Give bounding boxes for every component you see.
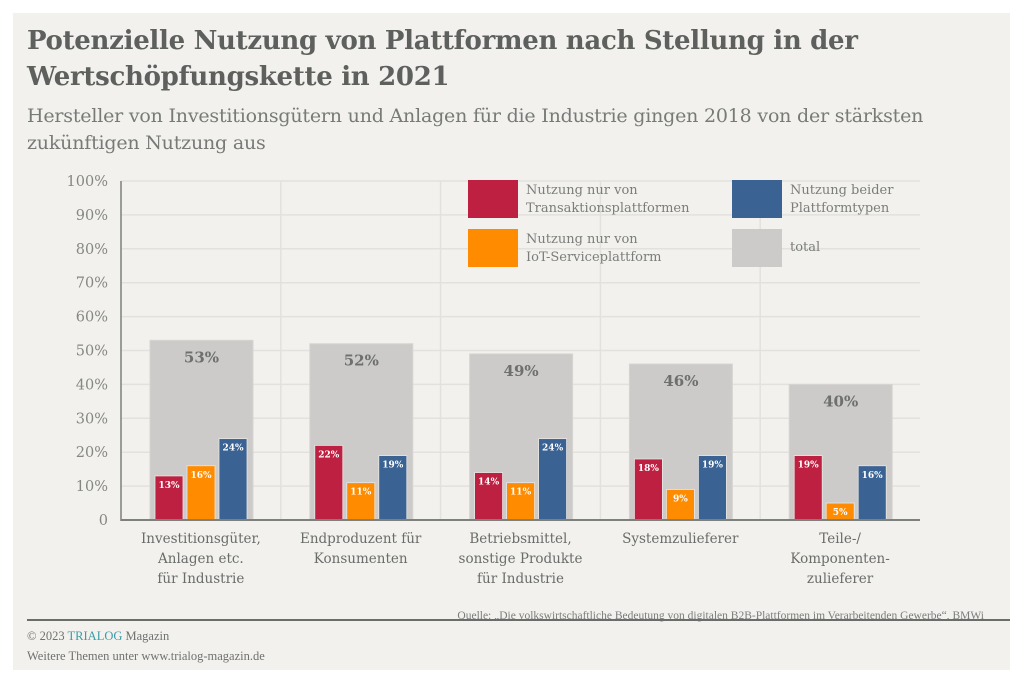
bar-beide [538, 438, 567, 521]
data-label-transaktion: 19% [798, 461, 820, 471]
x-tick-label: Teile-/ Komponenten- zulieferer [790, 531, 890, 587]
data-label-total: 52% [344, 352, 379, 370]
data-label-beide: 24% [222, 444, 244, 454]
data-label-beide: 24% [542, 444, 564, 454]
data-label-iot: 16% [190, 471, 212, 481]
footer-divider [27, 619, 1010, 621]
data-label-beide: 19% [702, 461, 724, 471]
legend-swatch [732, 180, 782, 218]
y-tick-label: 20% [76, 445, 108, 461]
legend-label: total [790, 240, 821, 255]
y-tick-label: 70% [76, 276, 108, 292]
data-label-beide: 19% [382, 461, 404, 471]
x-tick-label: Systemzulieferer [622, 531, 739, 547]
data-label-iot: 9% [673, 494, 688, 504]
footer-copyright: © 2023 TRIALOG Magazin [27, 629, 169, 644]
x-tick-label: Investitionsgüter, Anlagen etc. für Indu… [140, 531, 261, 587]
legend-label: Nutzung beider Plattformtypen [790, 183, 894, 216]
data-label-total: 53% [184, 348, 219, 366]
bar-iot [346, 482, 376, 521]
y-tick-label: 0 [99, 513, 108, 529]
copyright-text: © 2023 [27, 629, 65, 643]
bar-transaktion [314, 445, 344, 521]
brand-suffix: Magazin [125, 629, 170, 643]
bar-transaktion [634, 458, 663, 521]
legend-item-transaktion: Nutzung nur von Transaktionsplattformen [468, 180, 689, 218]
legend-label: Nutzung nur von IoT-Serviceplattform [526, 232, 662, 265]
y-tick-label: 60% [76, 310, 108, 326]
legend-swatch [468, 180, 518, 218]
chart-title: Potenzielle Nutzung von Plattformen nach… [27, 26, 858, 92]
y-tick-label: 50% [76, 344, 108, 360]
data-label-transaktion: 14% [478, 478, 500, 488]
y-tick-label: 40% [76, 377, 108, 393]
data-label-transaktion: 13% [158, 481, 180, 491]
bar-iot [506, 482, 536, 521]
legend-item-beide: Nutzung beider Plattformtypen [732, 180, 893, 218]
y-tick-label: 90% [76, 208, 108, 224]
y-tick-label: 80% [76, 242, 108, 258]
data-label-iot: 5% [833, 508, 848, 518]
data-label-total: 46% [663, 372, 698, 390]
y-tick-label: 10% [76, 479, 108, 495]
legend-label: Nutzung nur von Transaktionsplattformen [526, 183, 690, 216]
legend-item-total: total [732, 229, 820, 267]
y-tick-label: 100% [67, 174, 108, 190]
bar-beide [857, 465, 887, 521]
data-label-transaktion: 22% [318, 450, 340, 460]
bar-beide [218, 438, 248, 521]
y-tick-label: 30% [76, 411, 108, 427]
x-tick-label: Betriebsmittel, sonstige Produkte für In… [458, 531, 583, 587]
chart-subtitle: Hersteller von Investitionsgütern und An… [27, 105, 924, 154]
data-label-beide: 16% [862, 471, 884, 481]
data-label-iot: 11% [350, 488, 372, 498]
x-tick-label: Endproduzent für Konsumenten [299, 531, 422, 567]
bar-beide [378, 455, 408, 521]
footer-more-topics: Weitere Themen unter www.trialog-magazin… [27, 649, 265, 663]
brand-name: TRIALOG [67, 629, 123, 643]
legend-item-iot: Nutzung nur von IoT-Serviceplattform [468, 229, 662, 267]
bar-iot [186, 465, 216, 521]
data-label-iot: 11% [510, 488, 532, 498]
legend-swatch [732, 229, 782, 267]
data-label-transaktion: 18% [638, 464, 660, 474]
legend-swatch [468, 229, 518, 267]
bar-transaktion [154, 475, 184, 521]
data-label-total: 40% [823, 392, 858, 410]
data-label-total: 49% [504, 362, 539, 380]
